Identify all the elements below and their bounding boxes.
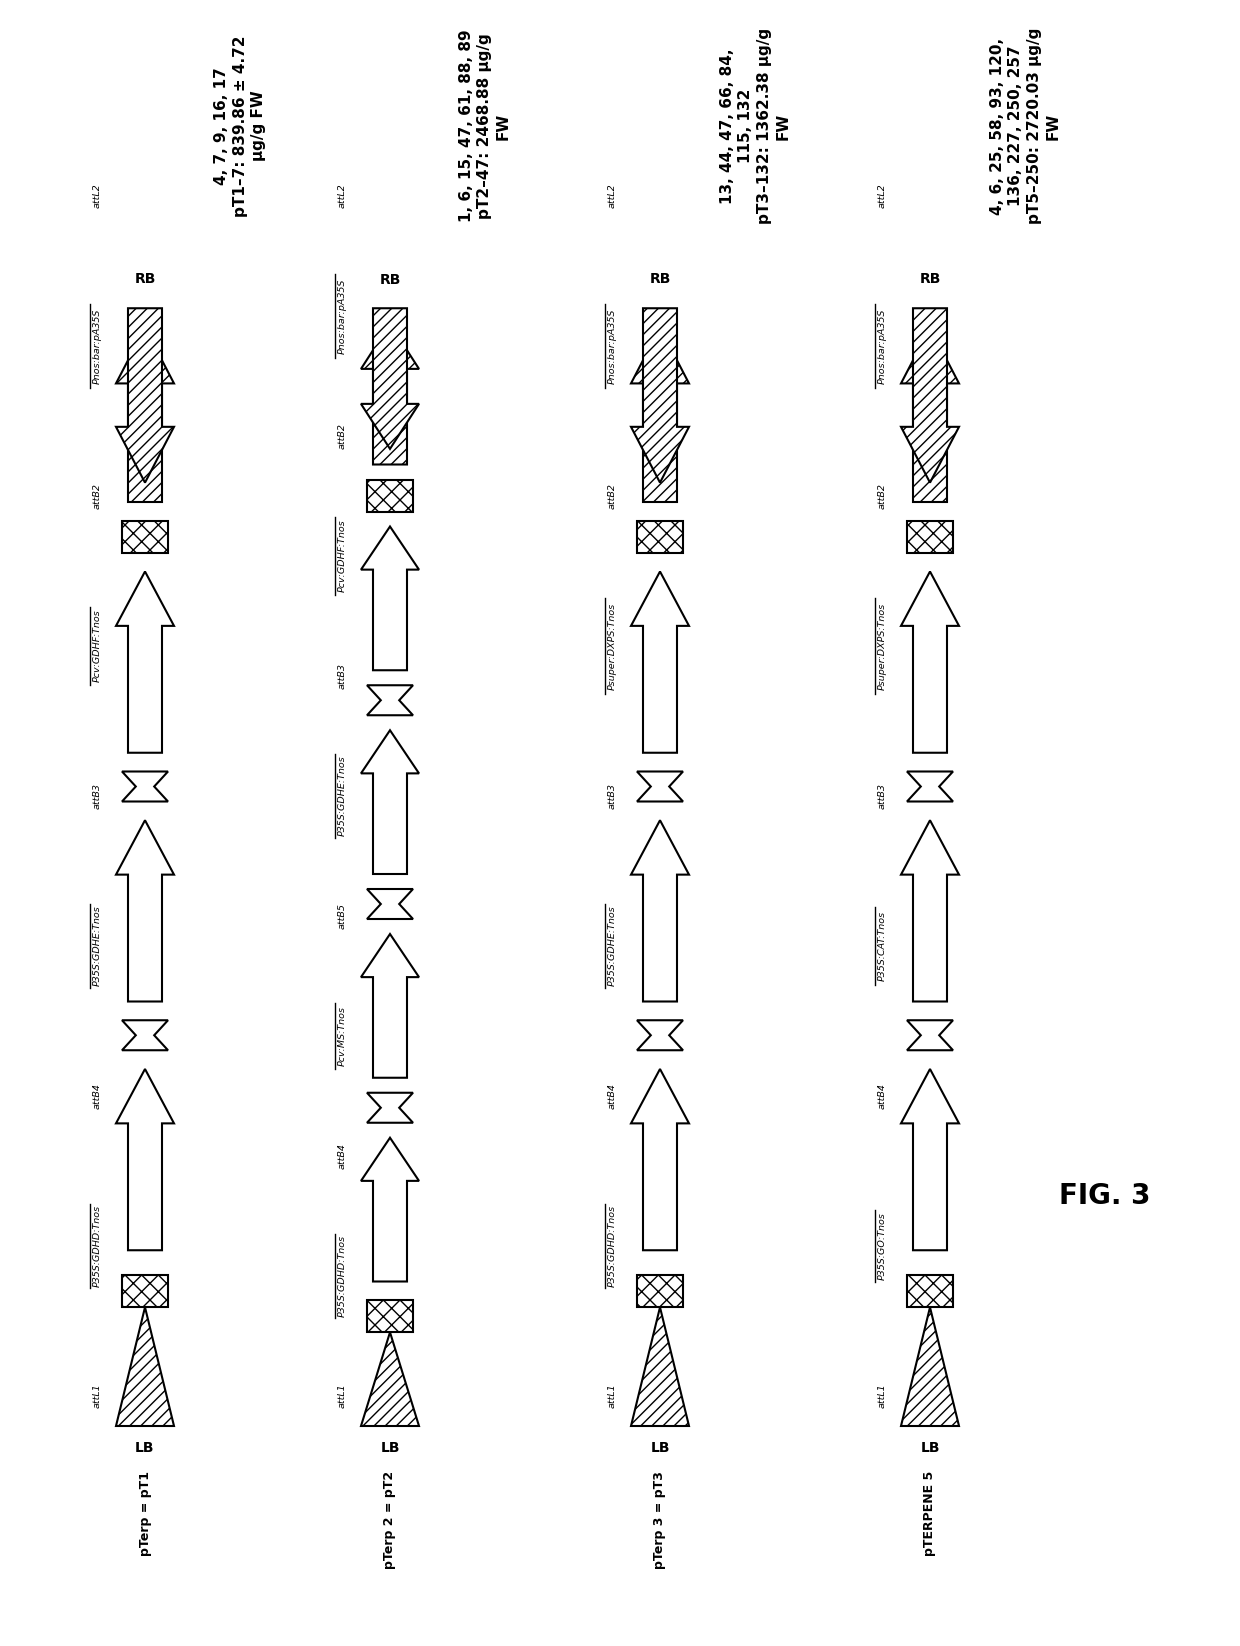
Text: pTerp 3 = pT3: pTerp 3 = pT3 — [653, 1472, 667, 1569]
Text: 4, 7, 9, 16, 17
pT1–7: 839.86 ± 4.72
μg/g FW: 4, 7, 9, 16, 17 pT1–7: 839.86 ± 4.72 μg/… — [213, 35, 267, 217]
Text: P35S:GDHE:Tnos: P35S:GDHE:Tnos — [608, 905, 616, 986]
Polygon shape — [631, 820, 689, 1001]
Text: pTerp = pT1: pTerp = pT1 — [139, 1472, 151, 1555]
Text: attL2: attL2 — [337, 184, 346, 209]
Text: attL1: attL1 — [93, 1384, 102, 1409]
Text: P35S:GO:Tnos: P35S:GO:Tnos — [878, 1211, 887, 1281]
Polygon shape — [901, 571, 959, 752]
Polygon shape — [631, 1307, 689, 1425]
Polygon shape — [901, 1307, 959, 1425]
Text: attB2: attB2 — [337, 423, 346, 449]
Polygon shape — [117, 308, 174, 482]
Polygon shape — [631, 1068, 689, 1251]
Text: Psuper:DXPS:Tnos: Psuper:DXPS:Tnos — [608, 602, 616, 690]
Text: RB: RB — [134, 272, 156, 285]
Text: pTERPENE 5: pTERPENE 5 — [924, 1472, 936, 1555]
Text: 4, 6, 25, 58, 93, 120,
136, 227, 250, 257
pT5–250: 2720.03 μg/g
FW: 4, 6, 25, 58, 93, 120, 136, 227, 250, 25… — [990, 28, 1060, 224]
Polygon shape — [117, 820, 174, 1001]
Text: attL2: attL2 — [878, 184, 887, 209]
Text: Pcv:MS:Tnos: Pcv:MS:Tnos — [337, 1006, 346, 1067]
Text: attB2: attB2 — [608, 482, 616, 509]
Polygon shape — [361, 1332, 419, 1425]
Polygon shape — [361, 527, 419, 670]
Polygon shape — [122, 1021, 167, 1050]
Bar — [367, 1300, 413, 1332]
Polygon shape — [901, 308, 959, 482]
Text: attL1: attL1 — [878, 1384, 887, 1409]
Polygon shape — [367, 685, 413, 716]
Polygon shape — [117, 1307, 174, 1425]
Bar — [906, 1276, 954, 1307]
Polygon shape — [906, 772, 954, 802]
Polygon shape — [122, 772, 167, 802]
Text: Pnos:bar:pA35S: Pnos:bar:pA35S — [878, 308, 887, 384]
Text: P35S:CAT:Tnos: P35S:CAT:Tnos — [878, 910, 887, 981]
Polygon shape — [367, 889, 413, 918]
Polygon shape — [901, 328, 959, 502]
Text: Psuper:DXPS:Tnos: Psuper:DXPS:Tnos — [878, 602, 887, 690]
Text: RB: RB — [650, 272, 671, 285]
Text: pTerp 2 = pT2: pTerp 2 = pT2 — [383, 1472, 397, 1569]
Text: attB3: attB3 — [93, 783, 102, 808]
Polygon shape — [631, 328, 689, 502]
Text: RB: RB — [919, 272, 941, 285]
Polygon shape — [361, 308, 419, 449]
Polygon shape — [631, 308, 689, 482]
Text: attB2: attB2 — [878, 482, 887, 509]
Polygon shape — [906, 1021, 954, 1050]
Text: LB: LB — [381, 1440, 399, 1455]
Text: Pnos:bar:pA35S: Pnos:bar:pA35S — [608, 308, 616, 384]
Text: attB4: attB4 — [337, 1142, 346, 1169]
Text: attL1: attL1 — [337, 1384, 346, 1409]
Text: attB3: attB3 — [878, 783, 887, 808]
Bar — [367, 479, 413, 512]
Polygon shape — [637, 1021, 683, 1050]
Text: LB: LB — [135, 1440, 155, 1455]
Polygon shape — [637, 772, 683, 802]
Text: attL1: attL1 — [608, 1384, 616, 1409]
Polygon shape — [361, 1137, 419, 1282]
Text: attB5: attB5 — [337, 904, 346, 928]
Text: LB: LB — [920, 1440, 940, 1455]
Text: attL2: attL2 — [93, 184, 102, 209]
Text: attB4: attB4 — [93, 1083, 102, 1109]
Text: P35S:GDHE:Tnos: P35S:GDHE:Tnos — [93, 905, 102, 986]
Text: P35S:GDHD:Tnos: P35S:GDHD:Tnos — [608, 1205, 616, 1287]
Text: attB4: attB4 — [878, 1083, 887, 1109]
Polygon shape — [361, 731, 419, 874]
Text: FIG. 3: FIG. 3 — [1059, 1182, 1151, 1210]
Text: Pnos:bar:pA35S: Pnos:bar:pA35S — [93, 308, 102, 384]
Bar — [906, 520, 954, 553]
Text: 1, 6, 15, 47, 61, 88, 89
pT2–47: 2468.88 μg/g
FW: 1, 6, 15, 47, 61, 88, 89 pT2–47: 2468.88… — [459, 30, 511, 222]
Text: attB2: attB2 — [93, 482, 102, 509]
Polygon shape — [367, 1093, 413, 1123]
Polygon shape — [631, 571, 689, 752]
Text: Pcv:GDHF:Tnos: Pcv:GDHF:Tnos — [93, 609, 102, 683]
Bar — [122, 1276, 167, 1307]
Text: 13, 44, 47, 66, 84,
115, 132
pT3–132: 1362.38 μg/g
FW: 13, 44, 47, 66, 84, 115, 132 pT3–132: 13… — [719, 28, 790, 224]
Text: LB: LB — [650, 1440, 670, 1455]
Polygon shape — [117, 1068, 174, 1251]
Text: Pcv:GDHF:Tnos: Pcv:GDHF:Tnos — [337, 520, 346, 593]
Polygon shape — [361, 324, 419, 464]
Text: attB3: attB3 — [337, 663, 346, 690]
Text: P35S:GDHD:Tnos: P35S:GDHD:Tnos — [337, 1234, 346, 1317]
Text: attB3: attB3 — [608, 783, 616, 808]
Text: P35S:GDHD:Tnos: P35S:GDHD:Tnos — [93, 1205, 102, 1287]
Text: Pnos:bar:pA35S: Pnos:bar:pA35S — [337, 278, 346, 354]
Text: attB4: attB4 — [608, 1083, 616, 1109]
Polygon shape — [117, 328, 174, 502]
Bar — [122, 520, 167, 553]
Text: attL2: attL2 — [608, 184, 616, 209]
Text: RB: RB — [379, 273, 401, 288]
Polygon shape — [901, 820, 959, 1001]
Bar — [637, 520, 683, 553]
Text: P35S:GDHE:Tnos: P35S:GDHE:Tnos — [337, 756, 346, 836]
Polygon shape — [901, 1068, 959, 1251]
Bar — [637, 1276, 683, 1307]
Polygon shape — [117, 571, 174, 752]
Polygon shape — [361, 933, 419, 1078]
